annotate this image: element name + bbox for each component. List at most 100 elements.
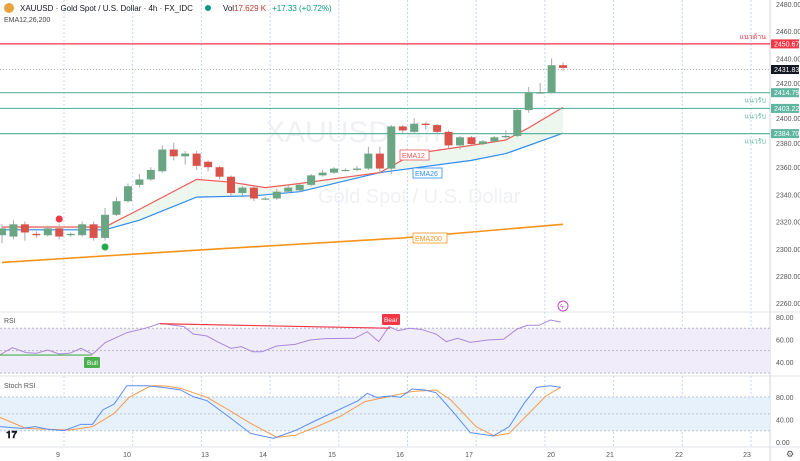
candle-bearish — [249, 187, 258, 199]
support-label: แนวรับ — [745, 112, 766, 120]
price-tick-label: 2480.00 — [776, 2, 800, 9]
price-tick-label: 2400.00 — [776, 116, 800, 123]
time-tick-label: 10 — [123, 452, 131, 459]
axis-settings-icon[interactable]: ⚙ — [786, 449, 795, 459]
price-tick-label: 2300.00 — [776, 247, 800, 254]
rsi-title[interactable]: RSI — [4, 318, 16, 325]
candle-bullish — [307, 175, 316, 185]
candle-bearish — [559, 65, 568, 68]
bear-label-box — [382, 314, 400, 325]
ema26-label: EMA26 — [415, 171, 438, 178]
candle-bullish — [158, 149, 167, 172]
candle-bearish — [444, 131, 453, 146]
ema200-label: EMA200 — [415, 236, 442, 243]
candle-bullish — [330, 168, 339, 173]
time-tick-label: 15 — [328, 452, 336, 459]
ema200-line — [1, 223, 564, 264]
candle-bullish — [490, 137, 499, 142]
candle-bullish — [66, 233, 75, 236]
rsi-tick-label: 80.00 — [776, 315, 794, 322]
candle-bullish — [78, 224, 87, 236]
candle-bullish — [238, 187, 247, 194]
candle-bullish — [513, 110, 522, 136]
candle-bullish — [135, 179, 144, 185]
price-tick-label: 2320.00 — [776, 220, 800, 227]
candle-bearish — [89, 224, 98, 238]
watermark-name: Gold Spot / U.S. Dollar — [318, 186, 521, 208]
candle-bullish — [387, 126, 396, 169]
candle-bullish — [341, 169, 350, 172]
candle-bullish — [9, 224, 18, 237]
price-tick-label: 2460.00 — [776, 29, 800, 36]
candle-bullish — [146, 169, 155, 180]
candle-bullish — [547, 65, 556, 93]
buy-signal-dot — [101, 243, 109, 251]
candle-bearish — [20, 224, 29, 233]
tradingview-logo[interactable]: 𝟏𝟕 — [6, 430, 18, 441]
candle-bullish — [524, 92, 533, 111]
candle-bullish — [295, 184, 304, 191]
time-tick-label: 17 — [465, 452, 473, 459]
gold-symbol-icon — [4, 3, 14, 13]
current-price-value: 2431.83 — [774, 67, 799, 74]
market-status-icon — [204, 5, 211, 11]
candle-bullish — [261, 198, 270, 200]
ema12-label-box — [399, 149, 430, 161]
candle-bearish — [32, 233, 41, 236]
lightning-glyph: ϟ — [560, 304, 564, 311]
candle-bullish — [364, 153, 373, 169]
price-tick-label: 2340.00 — [776, 192, 800, 199]
candle-bearish — [215, 167, 224, 177]
price-tag-value: 2384.70 — [774, 131, 799, 138]
time-tick-label: 16 — [396, 452, 404, 459]
stoch-d-line — [0, 385, 562, 438]
time-tick-label: 21 — [606, 452, 614, 459]
candle-bullish — [456, 137, 464, 146]
candle-bearish — [421, 123, 430, 126]
candle-bullish — [272, 191, 281, 199]
alert-lightning-icon — [557, 300, 569, 312]
price-tag-value: 2450.67 — [774, 41, 799, 48]
resistance-label: แนวต้าน — [740, 33, 767, 41]
candle-bullish — [112, 201, 121, 215]
support-label: แนวรับ — [745, 138, 766, 146]
time-tick-label: 22 — [675, 452, 683, 459]
stoch-k-line — [0, 385, 561, 439]
candle-bearish — [55, 228, 64, 237]
sell-signal-dot — [55, 215, 63, 223]
stoch-tick-label: 40.00 — [776, 418, 794, 425]
candle-bullish — [284, 187, 293, 192]
ema200-label-box — [412, 232, 448, 244]
candle-bullish — [0, 228, 6, 236]
price-tick-label: 2280.00 — [776, 274, 800, 281]
time-tick-label: 13 — [201, 452, 209, 459]
time-tick-label: 14 — [259, 452, 267, 459]
price-tick-label: 2380.00 — [776, 141, 800, 148]
candle-bearish — [398, 126, 407, 131]
candle-bearish — [204, 161, 213, 168]
rsi-tick-label: 60.00 — [776, 337, 794, 344]
watermark-symbol: XAUUSD, 4h — [265, 116, 440, 149]
price-tick-label: 2420.00 — [776, 81, 800, 88]
candle-bullish — [352, 168, 361, 170]
time-tick-label: 20 — [547, 452, 555, 459]
price-tag-value: 2414.79 — [774, 90, 799, 97]
candle-bearish — [433, 125, 442, 132]
ema12-label: EMA12 — [402, 153, 425, 160]
candle-bullish — [501, 135, 510, 138]
rsi-line — [0, 319, 561, 356]
price-tick-label: 2260.00 — [776, 301, 800, 308]
price-change: +17.33 (+0.72%) — [272, 3, 332, 13]
bear-label: Bear — [384, 317, 399, 324]
volume-label: Vol17.629 K — [222, 3, 267, 13]
price-tag — [771, 129, 799, 139]
bearish-divergence-line — [159, 323, 391, 329]
candle-bearish — [192, 153, 201, 166]
price-tick-label: 2440.00 — [776, 56, 800, 63]
stoch-rsi-title[interactable]: Stoch RSI — [4, 383, 36, 390]
candle-bullish — [101, 214, 110, 238]
indicator-legend[interactable]: EMA12,26,200 — [4, 17, 51, 24]
symbol-title[interactable]: XAUUSD · Gold Spot / U.S. Dollar · 4h · … — [20, 3, 193, 13]
candle-bullish — [410, 123, 419, 132]
